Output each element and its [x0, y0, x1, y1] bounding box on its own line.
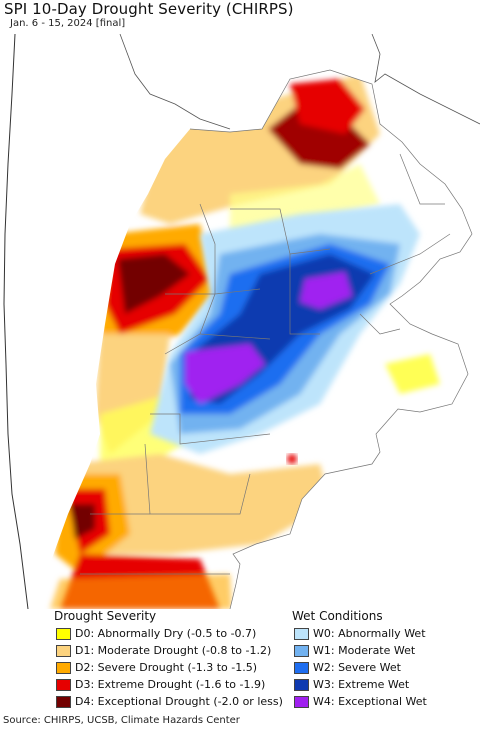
admin-borders	[80, 69, 473, 609]
peru-bolivia-border	[119, 34, 231, 130]
wet-legend-swatch	[294, 627, 309, 640]
wet-legend-item: W3: Extreme Wet	[294, 677, 409, 692]
drought-legend-label: D1: Moderate Drought (-0.8 to -1.2)	[75, 644, 272, 657]
drought-legend-swatch	[56, 627, 71, 640]
legend: Drought Severity Wet Conditions D0: Abno…	[0, 608, 480, 714]
wet-legend-label: W2: Severe Wet	[313, 661, 401, 674]
dry-zone-d0-east	[385, 354, 440, 394]
dry-zone-d3-north	[290, 79, 365, 134]
brazil-border	[371, 34, 480, 125]
wet-zone-w4-north	[300, 272, 352, 309]
drought-legend-label: D2: Severe Drought (-1.3 to -1.5)	[75, 661, 258, 674]
drought-legend-label: D0: Abnormally Dry (-0.5 to -0.7)	[75, 627, 257, 640]
wet-legend-label: W0: Abnormally Wet	[313, 627, 426, 640]
wet-legend-swatch	[294, 661, 309, 674]
drought-legend-item: D4: Exceptional Drought (-2.0 or less)	[56, 694, 283, 709]
drought-legend-item: D3: Extreme Drought (-1.6 to -1.9)	[56, 677, 265, 692]
drought-legend-swatch	[56, 644, 71, 657]
severity-fields	[50, 74, 440, 609]
wet-legend-swatch	[294, 695, 309, 708]
wet-legend-heading: Wet Conditions	[292, 609, 383, 623]
dry-zone-d0-north	[230, 164, 380, 234]
drought-legend-label: D4: Exceptional Drought (-2.0 or less)	[75, 695, 283, 708]
dry-zone-d1-south	[70, 454, 330, 554]
dry-zone-d2-south	[50, 574, 232, 609]
wet-legend-item: W1: Moderate Wet	[294, 643, 415, 658]
drought-map	[0, 34, 480, 609]
source-credit: Source: CHIRPS, UCSB, Climate Hazards Ce…	[3, 715, 240, 726]
dry-zone-d4-southwest	[70, 504, 95, 539]
map-subtitle: Jan. 6 - 15, 2024 [final]	[10, 18, 126, 29]
wet-legend-label: W4: Exceptional Wet	[313, 695, 427, 708]
drought-legend-label: D3: Extreme Drought (-1.6 to -1.9)	[75, 678, 266, 691]
wet-zone-w4-central	[185, 344, 265, 404]
wet-legend-label: W1: Moderate Wet	[313, 644, 416, 657]
wet-legend-swatch	[294, 678, 309, 691]
wet-legend-item: W0: Abnormally Wet	[294, 626, 426, 641]
drought-legend-item: D2: Severe Drought (-1.3 to -1.5)	[56, 660, 257, 675]
map-title: SPI 10-Day Drought Severity (CHIRPS)	[4, 0, 294, 18]
chile-coastline	[3, 34, 29, 609]
dry-spot-d3	[287, 454, 297, 464]
drought-legend-swatch	[56, 695, 71, 708]
drought-legend-heading: Drought Severity	[54, 609, 157, 623]
drought-legend-swatch	[56, 661, 71, 674]
wet-legend-item: W4: Exceptional Wet	[294, 694, 427, 709]
wet-legend-label: W3: Extreme Wet	[313, 678, 410, 691]
wet-legend-item: W2: Severe Wet	[294, 660, 401, 675]
drought-legend-item: D1: Moderate Drought (-0.8 to -1.2)	[56, 643, 271, 658]
drought-legend-swatch	[56, 678, 71, 691]
drought-legend-item: D0: Abnormally Dry (-0.5 to -0.7)	[56, 626, 256, 641]
wet-legend-swatch	[294, 644, 309, 657]
dry-zone-d4-nw	[118, 254, 190, 314]
